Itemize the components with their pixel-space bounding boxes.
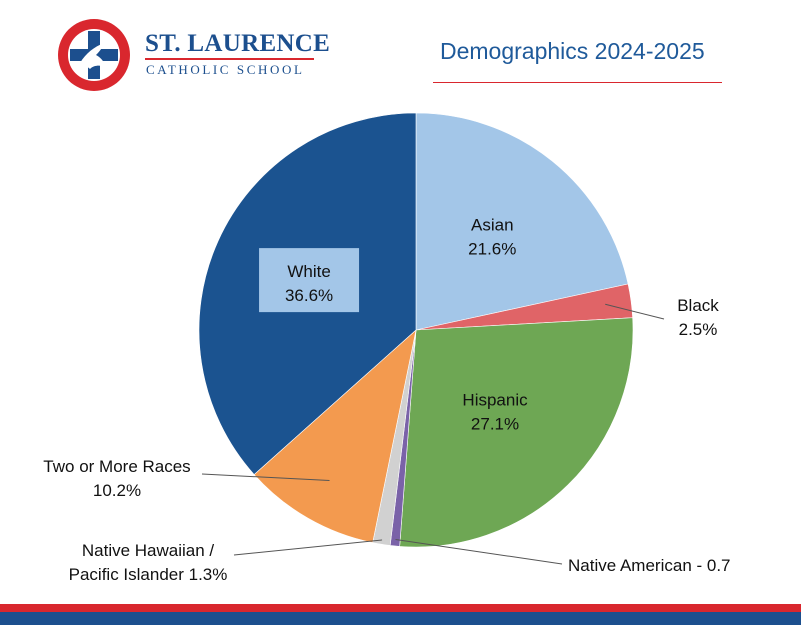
slice-label-hispanic: Hispanic [462,391,528,410]
leader-line-black [605,303,665,320]
pie-slice-asian [415,112,629,331]
leader-line-two-or-more-races [201,473,330,482]
slice-label-native-hawaiian-pacific-islander: Native Hawaiian / [82,541,215,560]
leader-line-native-american [395,538,563,565]
slice-label-native-american: Native American - 0.7 [568,556,731,575]
school-subtitle: CATHOLIC SCHOOL [146,62,305,77]
slice-value-black: 2.5% [679,320,718,339]
slice-value-white: 36.6% [285,286,333,305]
school-name: ST. LAURENCE [145,30,331,57]
slice-label-two-or-more-races: Two or More Races [43,457,190,476]
pie-slice-two-or-more-races [253,329,417,543]
slice-label-asian: Asian [471,215,514,234]
leader-line-native-hawaiian-pacific-islander [233,539,383,556]
footer-red-stripe [0,604,801,612]
pie-slice-hispanic [399,317,634,548]
slice-value-hispanic: 27.1% [471,415,519,434]
school-logo [58,19,130,91]
slice-value-two-or-more-races: 10.2% [93,481,141,500]
slice-label-white: White [287,262,330,281]
slice-label-box-white [259,248,360,313]
slice-value-asian: 21.6% [468,239,516,258]
slice-value-native-hawaiian-pacific-islander: Pacific Islander 1.3% [69,565,228,584]
page-title: Demographics 2024-2025 [440,38,705,64]
school-name-rule [145,58,314,60]
footer-blue-stripe [0,612,801,625]
title-rule [433,82,722,83]
slice-label-black: Black [677,296,719,315]
